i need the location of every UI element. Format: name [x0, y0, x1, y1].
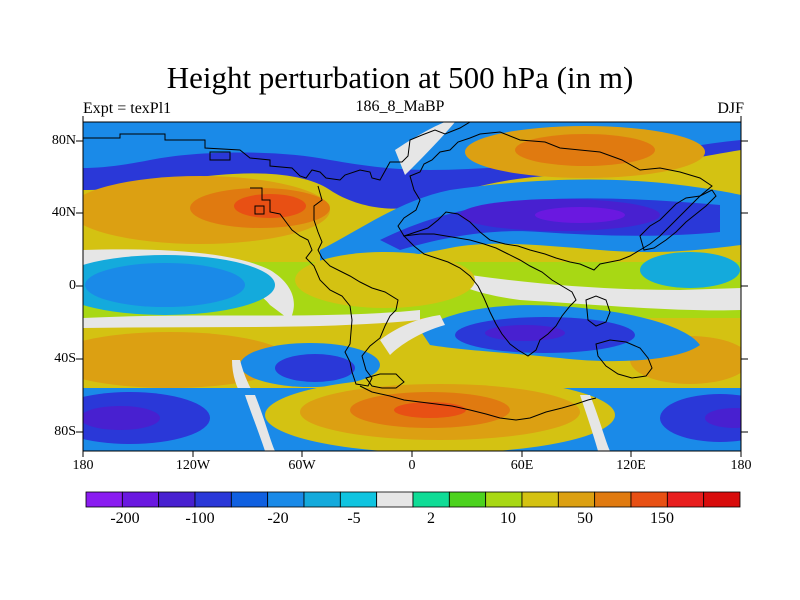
east-asia-coast: [639, 189, 717, 251]
colorbar-swatch: [448, 491, 487, 508]
atlantic-eq-high: [295, 252, 475, 308]
lon-label-60w: 60W: [288, 458, 316, 473]
antarctic-high-peak: [394, 402, 466, 418]
colorbar-swatch: [703, 491, 741, 508]
colorbar-label: -100: [185, 510, 215, 527]
colorbar-swatch: [230, 491, 269, 508]
colorbar-swatch: [485, 491, 523, 508]
lat-label-40s: 40S: [54, 351, 76, 366]
lon-label-0: 0: [408, 458, 416, 473]
pacific-eq-low: [85, 263, 245, 307]
contour-field: [83, 122, 741, 451]
coastlines: [83, 122, 717, 421]
colorbar-swatch: [594, 491, 632, 508]
colorbar-swatch: [158, 491, 196, 508]
africa-coast: [402, 233, 577, 357]
colorbar-swatch: [267, 491, 305, 508]
experiment-label: Expt = texPl1: [83, 100, 172, 117]
zero-contour-sh-band: [83, 310, 420, 328]
colorbar-label: 10: [500, 510, 516, 527]
sh-polar-low-east: [660, 394, 741, 442]
australia-coast: [595, 339, 653, 379]
lon-label-120e: 120E: [616, 458, 646, 473]
zero-contour-antarctic-east: [580, 395, 610, 451]
colorbar-swatch: [376, 491, 414, 508]
colorbar-label: -5: [347, 510, 361, 527]
colorbar-swatch: [666, 491, 705, 508]
gulf-islands: [254, 205, 265, 215]
americas-coast: [250, 185, 399, 387]
colorbar-swatch: [521, 491, 559, 508]
eurasia-coast: [397, 131, 713, 271]
west-pacific-low: [640, 252, 740, 288]
colorbar: [85, 491, 741, 508]
colorbar-swatch: [121, 491, 160, 508]
zero-contour-antarctic-west: [245, 395, 275, 451]
asia-low-peak: [535, 207, 625, 223]
antarctic-peninsula: [365, 373, 405, 389]
zero-contour-east: [460, 275, 741, 311]
indian-ocean-low-core: [485, 325, 565, 341]
antarctica-coast: [359, 385, 597, 421]
lon-label-180e: 180: [730, 458, 752, 473]
lat-label-80n: 80N: [51, 133, 76, 148]
colorbar-swatch: [630, 491, 668, 508]
case-label: 186_8_MaBP: [355, 98, 445, 115]
lon-label-120w: 120W: [175, 458, 211, 473]
colorbar-label: 50: [577, 510, 593, 527]
season-label: DJF: [717, 100, 744, 117]
north-america-coast: [83, 122, 471, 181]
lat-label-0: 0: [69, 278, 76, 293]
colorbar-label: -200: [110, 510, 140, 527]
madagascar-region: [585, 295, 611, 327]
lon-label-180w: 180: [72, 458, 94, 473]
colorbar-label: 150: [650, 510, 674, 527]
colorbar-swatch: [339, 491, 378, 508]
zero-contour-sh-atlantic: [380, 315, 445, 355]
colorbar-swatch: [303, 491, 341, 508]
colorbar-swatch: [194, 491, 232, 508]
sh-polar-low-west-core: [83, 406, 160, 430]
hudson-region: [209, 151, 231, 161]
lat-label-40n: 40N: [51, 205, 76, 220]
tick-marks: [76, 116, 748, 457]
colorbar-label: -20: [267, 510, 289, 527]
plot-title: Height perturbation at 500 hPa (in m): [166, 60, 634, 95]
south-atlantic-low: [275, 354, 355, 382]
lat-label-80s: 80S: [54, 424, 76, 439]
zero-contour-north: [395, 122, 455, 175]
sh-polar-low-east-core: [705, 408, 741, 428]
colorbar-label: 2: [427, 510, 435, 527]
colorbar-swatch: [412, 491, 450, 508]
colorbar-swatch: [85, 491, 123, 508]
colorbar-swatch: [557, 491, 596, 508]
lon-label-60e: 60E: [510, 458, 534, 473]
